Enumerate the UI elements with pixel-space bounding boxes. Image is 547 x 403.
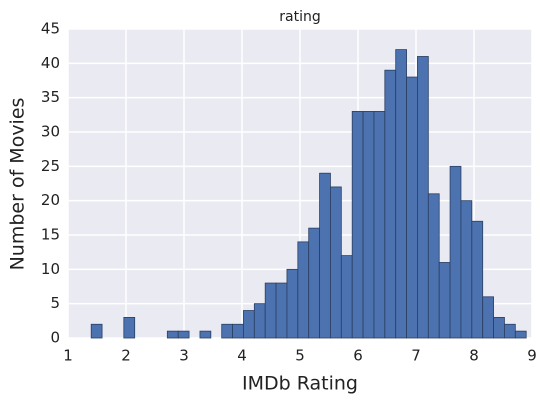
bar [340, 255, 353, 339]
bar [243, 310, 255, 339]
bar [438, 262, 451, 339]
chart-title: rating [279, 9, 320, 25]
bar [123, 316, 136, 339]
x-tick-label: 1 [63, 347, 73, 365]
y-axis-label: Number of Movies [7, 98, 29, 271]
y-tick-label: 40 [41, 54, 60, 72]
bar [460, 200, 473, 339]
bar [482, 296, 494, 339]
bar [308, 227, 320, 339]
x-tick-label: 2 [121, 347, 131, 365]
y-tick-label: 20 [41, 191, 60, 209]
bar [514, 330, 527, 339]
y-tick-label: 0 [50, 329, 60, 347]
bar [395, 49, 407, 339]
bar [362, 111, 375, 339]
bar [177, 330, 190, 339]
bar [166, 330, 179, 339]
y-tick-label: 10 [41, 260, 60, 278]
bar [253, 303, 266, 339]
bar [330, 186, 342, 339]
bar [232, 323, 244, 339]
bar [275, 282, 288, 339]
bar [384, 69, 397, 339]
bar [373, 111, 386, 339]
bar [199, 330, 212, 339]
y-tick-label: 30 [41, 123, 60, 141]
x-tick-label: 3 [179, 347, 189, 365]
y-tick-label: 5 [50, 294, 60, 312]
bar [297, 241, 310, 339]
x-axis-label: IMDb Rating [242, 373, 358, 395]
bar [406, 76, 418, 339]
bar [221, 323, 233, 339]
bar [286, 268, 299, 339]
bar [417, 56, 429, 339]
y-tick-label: 35 [41, 88, 60, 106]
y-tick-label: 15 [41, 226, 60, 244]
bar [471, 220, 484, 339]
x-tick-label: 5 [295, 347, 305, 365]
x-tick-label: 8 [469, 347, 479, 365]
bar [493, 316, 505, 339]
bar [351, 111, 364, 339]
x-tick-label: 9 [527, 347, 537, 365]
y-tick-label: 25 [41, 157, 60, 175]
bar [427, 193, 440, 339]
y-tick-label: 45 [41, 20, 60, 38]
bar [504, 323, 516, 339]
x-tick-label: 6 [353, 347, 363, 365]
bar [264, 282, 277, 339]
bar [90, 323, 103, 339]
bar [449, 165, 462, 339]
bar [319, 172, 331, 339]
x-tick-label: 4 [237, 347, 247, 365]
x-tick-label: 7 [411, 347, 421, 365]
